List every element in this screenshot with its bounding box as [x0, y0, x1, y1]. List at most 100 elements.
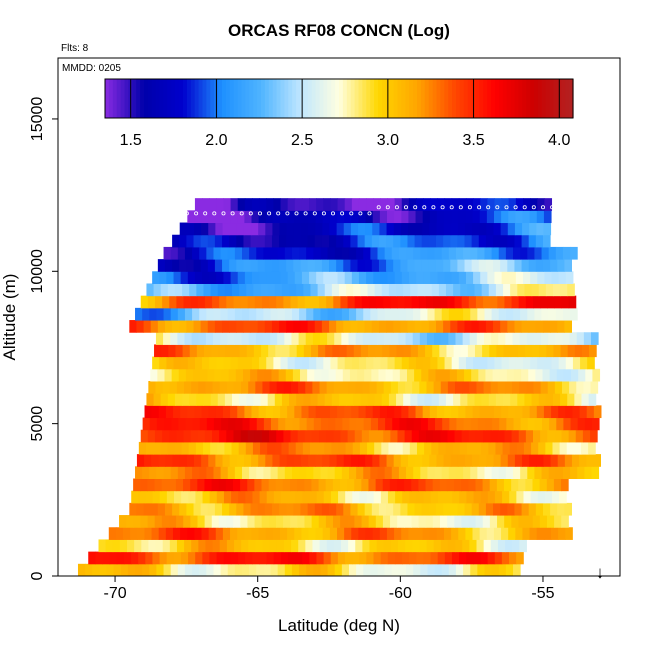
heatmap-cell	[390, 429, 398, 443]
heatmap-cell	[223, 490, 232, 504]
heatmap-cell	[384, 466, 393, 479]
heatmap-cell	[392, 368, 401, 382]
heatmap-cell	[515, 527, 523, 540]
heatmap-cell	[222, 234, 230, 248]
heatmap-cell	[330, 551, 339, 565]
heatmap-cell	[553, 478, 562, 492]
heatmap-cell	[131, 490, 139, 504]
heatmap-cell	[363, 466, 371, 479]
heatmap-cell	[529, 222, 537, 236]
heatmap-cell	[227, 246, 236, 260]
heatmap-cell	[261, 478, 270, 492]
heatmap-cell	[196, 283, 204, 297]
heatmap-cell	[173, 405, 181, 419]
heatmap-cell	[365, 405, 374, 419]
heatmap-cell	[161, 478, 170, 492]
heatmap-cell	[525, 478, 534, 492]
heatmap-cell	[215, 210, 224, 224]
heatmap-cell	[266, 198, 274, 211]
heatmap-cell	[363, 307, 371, 321]
heatmap-cell	[501, 356, 510, 370]
heatmap-cell	[234, 539, 242, 553]
heatmap-cell	[379, 405, 388, 419]
heatmap-cell	[438, 393, 447, 406]
heatmap-cell	[379, 527, 388, 540]
heatmap-cell	[471, 368, 479, 382]
heatmap-cell	[176, 539, 185, 553]
heatmap-cell	[414, 320, 423, 333]
heatmap-cell	[515, 198, 524, 211]
heatmap-cell	[473, 271, 481, 284]
heatmap-cell	[174, 283, 183, 297]
heatmap-cell	[193, 502, 202, 516]
heatmap-cell	[403, 393, 411, 406]
heatmap-cell	[290, 429, 299, 443]
heatmap-cell	[385, 417, 393, 431]
heatmap-cell	[268, 344, 276, 358]
heatmap-cell	[380, 356, 388, 370]
heatmap-cell	[331, 283, 340, 297]
heatmap-cell	[254, 429, 263, 443]
heatmap-cell	[280, 551, 289, 565]
heatmap-cell	[251, 454, 259, 467]
heatmap-cell	[397, 515, 405, 528]
heatmap-cell	[501, 271, 510, 284]
heatmap-cell	[473, 198, 481, 211]
heatmap-cell	[508, 271, 517, 284]
heatmap-cell	[534, 246, 543, 260]
heatmap-cell	[249, 307, 257, 321]
heatmap-cell	[379, 454, 388, 467]
heatmap-cell	[135, 466, 143, 479]
heatmap-cell	[242, 368, 251, 382]
heatmap-cell	[434, 332, 442, 345]
heatmap-cell	[314, 234, 323, 248]
heatmap-cell	[158, 405, 167, 419]
heatmap-cell	[180, 356, 189, 370]
heatmap-cell	[350, 454, 359, 467]
y-tick-label: 0	[29, 571, 46, 580]
heatmap-cell	[368, 344, 376, 358]
heatmap-cell	[325, 478, 334, 492]
heatmap-cell	[559, 441, 568, 455]
heatmap-cell	[370, 307, 379, 321]
heatmap-cell	[507, 234, 515, 248]
heatmap-cell	[192, 417, 201, 431]
heatmap-cell	[479, 527, 488, 540]
heatmap-cell	[184, 380, 192, 394]
colorbar-segment	[284, 79, 289, 118]
heatmap-cell	[418, 295, 427, 309]
heatmap-cell	[363, 417, 372, 431]
heatmap-cell	[167, 393, 176, 406]
heatmap-cell	[172, 320, 180, 333]
heatmap-cell	[219, 429, 227, 443]
heatmap-cell	[334, 307, 343, 321]
heatmap-cell	[160, 393, 169, 406]
heatmap-cell	[314, 320, 323, 333]
heatmap-cell	[330, 356, 339, 370]
heatmap-cell	[194, 198, 203, 211]
heatmap-cell	[498, 246, 507, 260]
heatmap-cell	[319, 539, 328, 553]
heatmap-cell	[153, 441, 161, 455]
heatmap-cell	[158, 527, 167, 540]
heatmap-cell	[240, 515, 248, 528]
heatmap-cell	[302, 490, 311, 504]
heatmap-cell	[371, 502, 380, 516]
heatmap-cell	[493, 454, 502, 467]
heatmap-cell	[157, 259, 166, 272]
heatmap-cell	[248, 332, 257, 345]
heatmap-cell	[397, 380, 406, 394]
heatmap-cell	[170, 466, 179, 479]
heatmap-cell	[293, 320, 301, 333]
heatmap-cell	[222, 210, 231, 224]
heatmap-cell	[345, 441, 354, 455]
heatmap-cell	[286, 222, 295, 236]
heatmap-cell	[179, 502, 187, 516]
heatmap-cell	[171, 368, 180, 382]
heatmap-cell	[297, 515, 305, 528]
heatmap-cell	[179, 320, 187, 333]
heatmap-cell	[341, 246, 350, 260]
heatmap-cell	[443, 259, 451, 272]
colorbar-segment	[194, 79, 200, 118]
heatmap-cell	[183, 295, 192, 309]
